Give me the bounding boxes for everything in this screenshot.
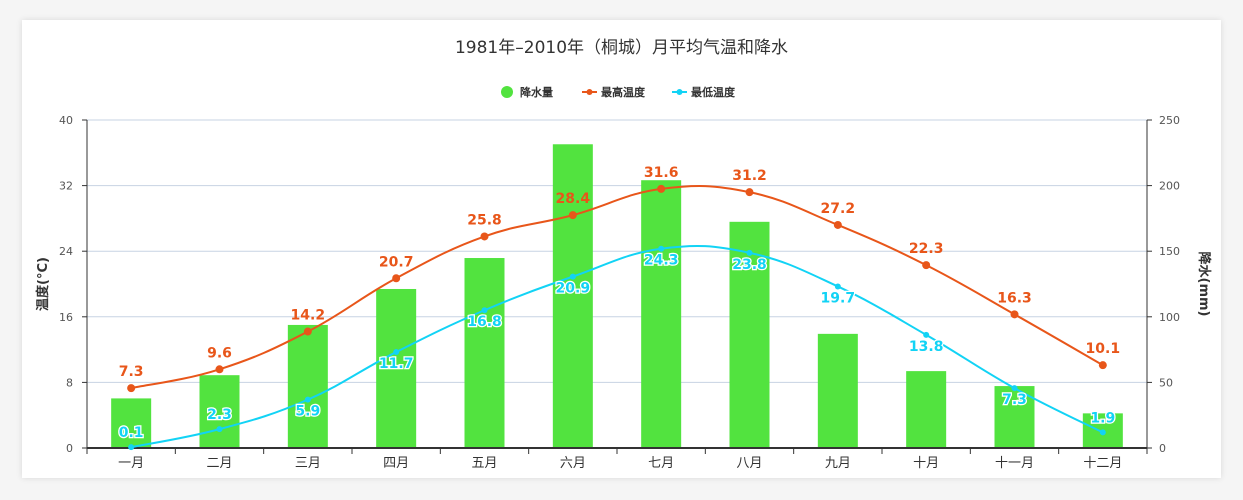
data-label-max: 31.2 <box>732 168 767 184</box>
y-right-tick-label: 150 <box>1159 245 1180 258</box>
x-tick-label: 二月 <box>206 456 232 471</box>
line-max-temp <box>130 184 1104 390</box>
bar-1 <box>111 398 152 448</box>
data-label-max: 16.3 <box>997 290 1032 306</box>
legend-label: 最高温度 <box>601 85 646 99</box>
data-label-min: 11.7 <box>379 356 414 372</box>
data-label-min: 2.3 <box>207 407 232 423</box>
x-tick-label: 十月 <box>913 456 939 471</box>
bar-4 <box>376 288 417 448</box>
data-label-max: 31.6 <box>644 165 679 181</box>
legend-label: 降水量 <box>520 85 553 99</box>
data-label-max: 14.2 <box>291 308 326 324</box>
data-label-max: 10.1 <box>1086 341 1121 357</box>
point-min-2 <box>216 426 223 433</box>
data-label-min: 1.9 <box>1090 410 1115 426</box>
data-label-min: 7.3 <box>1002 392 1027 408</box>
y-left-tick-label: 16 <box>59 311 73 324</box>
y-right-tick-label: 200 <box>1159 180 1180 193</box>
x-tick-label: 九月 <box>825 456 851 471</box>
x-tick-label: 八月 <box>736 456 762 471</box>
point-max-4 <box>392 274 401 283</box>
data-label-min: 23.8 <box>732 257 767 273</box>
legend-marker <box>586 89 593 95</box>
data-label-min: 16.8 <box>467 314 502 330</box>
point-min-1 <box>128 444 135 451</box>
data-label-max: 28.4 <box>556 191 591 207</box>
y-right-axis-label: 降水(mm) <box>1196 252 1212 317</box>
point-min-12 <box>1099 429 1106 436</box>
chart-title: 1981年–2010年（桐城）月平均气温和降水 <box>454 38 789 58</box>
x-tick-label: 三月 <box>295 456 321 471</box>
point-max-7 <box>657 184 666 193</box>
point-min-11 <box>1011 385 1018 392</box>
x-tick-label: 七月 <box>648 456 674 471</box>
legend-marker-rain <box>501 86 513 98</box>
point-max-8 <box>745 188 754 197</box>
point-max-2 <box>215 365 224 374</box>
bar-8 <box>729 221 770 448</box>
bar-3 <box>287 324 328 448</box>
data-label-max: 9.6 <box>207 345 232 361</box>
point-max-3 <box>303 327 312 336</box>
y-left-tick-label: 40 <box>59 114 73 127</box>
point-max-9 <box>833 220 842 229</box>
legend-marker <box>676 89 683 95</box>
point-max-6 <box>568 211 577 220</box>
point-min-10 <box>923 331 930 338</box>
data-label-min: 24.3 <box>644 253 679 269</box>
x-tick-label: 四月 <box>383 456 409 471</box>
data-label-max: 20.7 <box>379 254 414 270</box>
data-label-min: 5.9 <box>295 404 320 420</box>
data-label-max: 22.3 <box>909 241 944 257</box>
point-min-9 <box>834 283 841 290</box>
y-right-tick-label: 0 <box>1159 442 1166 455</box>
point-max-10 <box>922 261 931 270</box>
bar-5 <box>464 258 505 448</box>
bar-2 <box>199 375 240 448</box>
x-tick-label: 十一月 <box>995 456 1034 471</box>
data-label-min: 20.9 <box>556 281 591 297</box>
y-left-tick-label: 32 <box>59 180 73 193</box>
point-min-6 <box>569 273 576 280</box>
x-tick-label: 六月 <box>560 456 586 471</box>
point-max-11 <box>1010 310 1019 319</box>
y-left-tick-label: 8 <box>66 376 73 389</box>
bar-10 <box>906 371 947 448</box>
data-label-min: 13.8 <box>909 339 944 355</box>
y-right-tick-label: 50 <box>1159 376 1173 389</box>
point-max-1 <box>127 384 136 393</box>
point-min-4 <box>393 349 400 356</box>
y-left-tick-label: 24 <box>59 245 73 258</box>
point-min-7 <box>658 245 665 252</box>
y-right-tick-label: 100 <box>1159 311 1180 324</box>
bar-6 <box>552 144 593 448</box>
data-label-min: 0.1 <box>119 425 144 441</box>
y-right-tick-label: 250 <box>1159 114 1180 127</box>
legend-label: 最低温度 <box>691 85 736 99</box>
x-tick-label: 五月 <box>471 456 497 471</box>
x-tick-label: 十二月 <box>1083 456 1122 471</box>
point-min-8 <box>746 249 753 256</box>
data-label-min: 19.7 <box>821 290 856 306</box>
bar-7 <box>641 180 682 448</box>
point-min-5 <box>481 307 488 314</box>
y-left-tick-label: 0 <box>66 442 73 455</box>
data-label-max: 25.8 <box>467 212 502 228</box>
point-max-5 <box>480 232 489 241</box>
line-min-temp <box>130 244 1104 449</box>
x-tick-label: 一月 <box>118 456 144 471</box>
data-label-max: 7.3 <box>119 364 144 380</box>
point-min-3 <box>304 396 311 403</box>
y-left-axis-label: 温度(°C) <box>35 257 51 311</box>
bar-9 <box>817 333 858 448</box>
point-max-12 <box>1098 361 1107 370</box>
data-label-max: 27.2 <box>821 201 856 217</box>
